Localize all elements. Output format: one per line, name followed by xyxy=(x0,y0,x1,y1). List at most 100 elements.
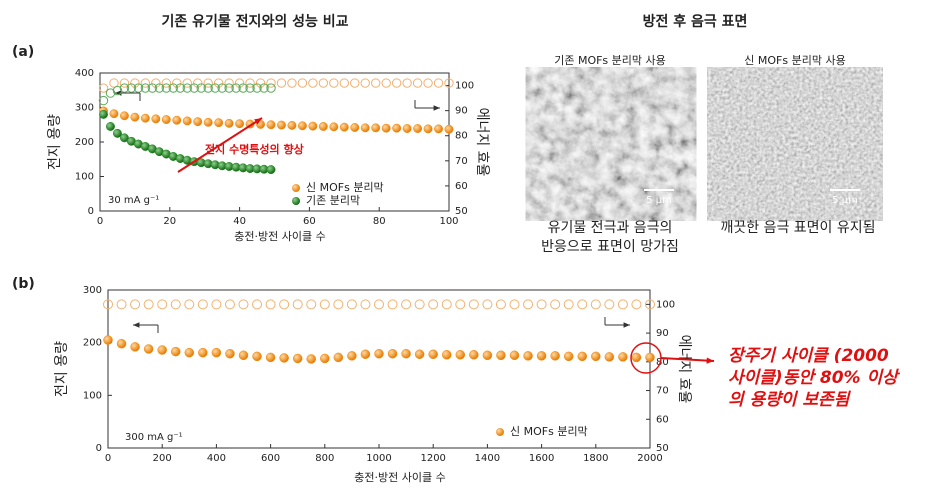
y2-tick-label: 100 xyxy=(656,299,675,310)
efficiency-point xyxy=(360,78,370,88)
capacity-point xyxy=(320,353,330,364)
capacity-point xyxy=(297,121,307,131)
x-tick-label: 800 xyxy=(315,453,334,464)
efficiency-point xyxy=(196,83,206,93)
capacity-point xyxy=(99,109,108,119)
y-tick-label: 100 xyxy=(83,390,102,401)
arrow-head xyxy=(433,105,440,111)
efficiency-point xyxy=(423,78,433,88)
efficiency-point xyxy=(318,78,329,88)
x-axis-label: 충전·방전 사이클 수 xyxy=(354,471,445,484)
annotation: 전지 수명특성의 향상 xyxy=(205,142,304,156)
arrow-head xyxy=(706,357,714,364)
capacity-point xyxy=(360,349,371,360)
efficiency-point xyxy=(193,78,203,88)
efficiency-point xyxy=(161,83,172,93)
capacity-point xyxy=(645,352,655,363)
capacity-point xyxy=(266,120,276,130)
capacity-point xyxy=(214,118,224,128)
capacity-point xyxy=(157,345,167,355)
capacity-point xyxy=(119,111,129,121)
capacity-point xyxy=(329,122,339,132)
x-tick-label: 80 xyxy=(373,216,386,227)
capacity-point xyxy=(224,118,234,128)
y-tick-label: 0 xyxy=(96,443,102,454)
efficiency-point xyxy=(161,78,172,88)
efficiency-point xyxy=(143,299,154,310)
image-label: 신 MOFs 분리막 사용 xyxy=(744,54,845,67)
efficiency-point xyxy=(140,78,151,88)
capacity-point xyxy=(401,348,411,359)
x-tick-label: 100 xyxy=(439,216,458,227)
efficiency-point xyxy=(231,83,241,93)
y2-tick-label: 50 xyxy=(455,206,468,217)
efficiency-point xyxy=(297,78,308,88)
capacity-point xyxy=(182,116,192,126)
capacity-point xyxy=(161,115,171,125)
efficiency-point xyxy=(631,299,642,310)
efficiency-point xyxy=(276,78,287,88)
efficiency-point xyxy=(387,299,398,310)
plot-frame xyxy=(99,72,450,212)
efficiency-point xyxy=(98,83,109,93)
efficiency-point xyxy=(444,78,454,88)
x-tick-label: 1200 xyxy=(420,453,445,464)
efficiency-point xyxy=(536,299,547,310)
capacity-point xyxy=(238,350,249,361)
efficiency-point xyxy=(308,78,318,88)
capacity-point xyxy=(523,351,533,361)
capacity-point xyxy=(563,351,574,362)
efficiency-point xyxy=(333,299,344,310)
efficiency-point xyxy=(238,299,249,310)
scale-bar-label: 5 μm xyxy=(646,195,672,206)
x-tick-label: 1800 xyxy=(583,453,608,464)
efficiency-point xyxy=(279,299,290,310)
efficiency-point xyxy=(119,78,130,88)
scale-bar-label: 5 μm xyxy=(832,195,858,206)
capacity-point xyxy=(509,350,520,361)
image-label: 기존 MOFs 분리막 사용 xyxy=(554,54,666,67)
sem-image xyxy=(722,80,868,208)
capacity-point xyxy=(113,128,122,138)
y2-tick-label: 60 xyxy=(455,181,468,192)
chart-title: 기존 유기물 전지와의 성능 비교 xyxy=(162,13,349,30)
capacity-point xyxy=(252,351,262,362)
efficiency-point xyxy=(495,299,506,310)
image-caption: 반응으로 표면이 망가짐 xyxy=(541,239,679,255)
efficiency-point xyxy=(189,83,199,93)
y2-tick-label: 80 xyxy=(656,357,669,368)
efficiency-point xyxy=(360,299,371,310)
efficiency-point xyxy=(168,83,178,93)
efficiency-point xyxy=(329,78,339,88)
image-caption: 유기물 전극과 음극의 xyxy=(548,220,673,236)
capacity-point xyxy=(109,109,119,119)
x-tick-label: 600 xyxy=(261,453,280,464)
sem-image xyxy=(540,80,682,208)
panel-label: (b) xyxy=(12,276,35,292)
efficiency-point xyxy=(381,78,391,88)
capacity-point xyxy=(350,123,360,132)
y-axis-label: 전지 용량 xyxy=(47,114,63,170)
x-axis-label: 충전·방전 사이클 수 xyxy=(234,230,325,243)
capacity-point xyxy=(184,347,195,358)
panel-label: (a) xyxy=(12,44,34,60)
efficiency-point xyxy=(210,83,220,93)
capacity-point xyxy=(198,347,208,358)
efficiency-point xyxy=(428,299,439,310)
capacity-point xyxy=(265,352,276,363)
capacity-point xyxy=(318,122,328,131)
capacity-point xyxy=(308,121,318,131)
efficiency-point xyxy=(266,78,276,88)
capacity-point xyxy=(292,353,303,364)
efficiency-point xyxy=(468,299,479,310)
capacity-point xyxy=(469,350,479,360)
capacity-point xyxy=(225,348,235,359)
capacity-point xyxy=(392,123,402,133)
capacity-point xyxy=(371,123,381,133)
capacity-point xyxy=(266,165,276,175)
efficiency-point xyxy=(182,83,192,93)
x-tick-label: 60 xyxy=(303,216,316,227)
y2-axis-label: 에너지 효율 xyxy=(474,108,490,177)
legend-label: 기존 분리막 xyxy=(306,194,360,207)
